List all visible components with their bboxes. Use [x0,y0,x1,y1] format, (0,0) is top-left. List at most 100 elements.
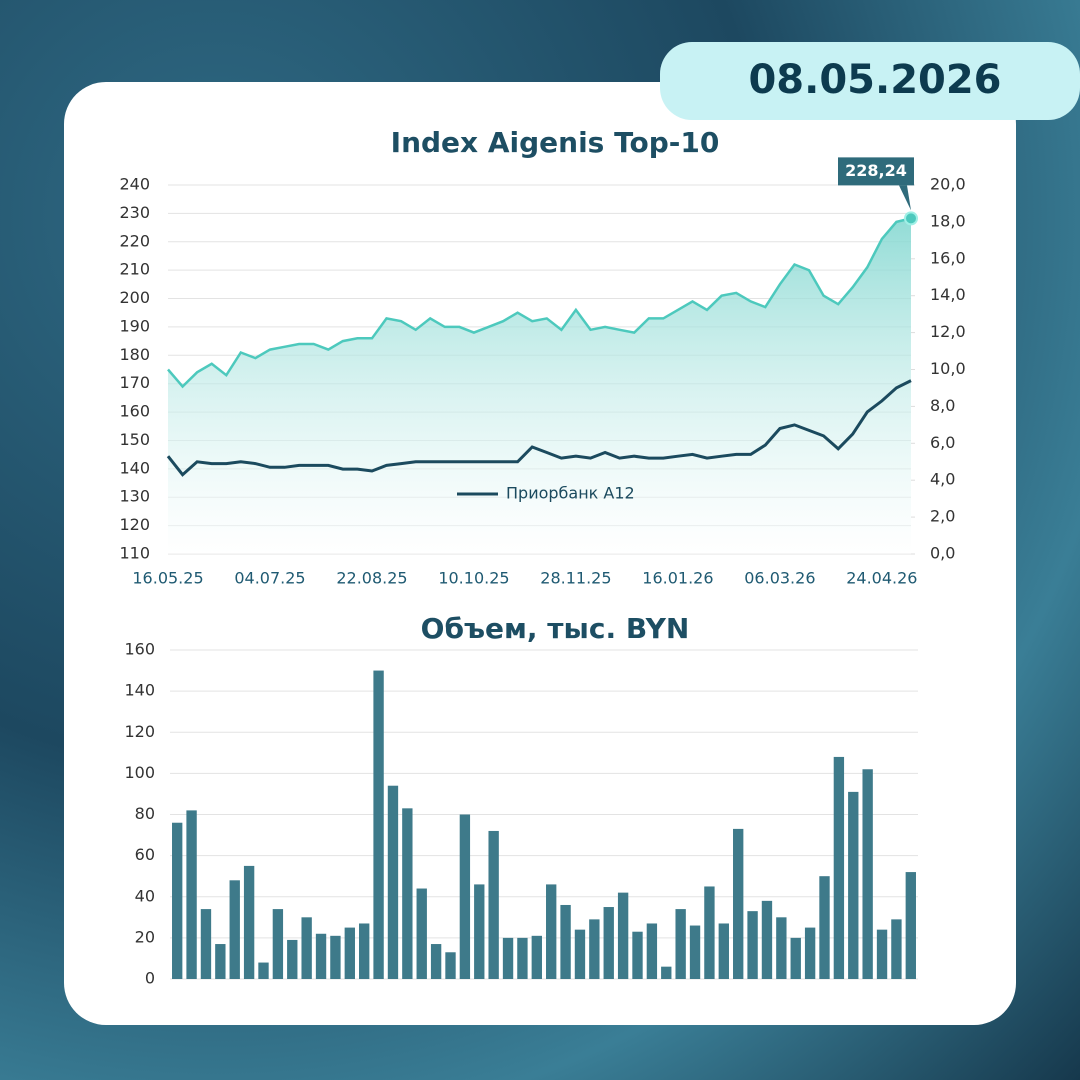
bar [718,923,729,979]
y-tick-label: 180 [119,345,150,364]
bar [502,937,514,979]
bar [761,900,773,979]
x-tick-label: 06.03.26 [744,569,815,588]
bar [517,937,528,979]
bar [833,756,845,979]
y2-tick-label: 4,0 [930,470,955,489]
bar [430,944,442,979]
y2-tick-label: 14,0 [930,285,966,304]
bar [689,925,701,979]
y-tick-label: 160 [119,402,150,421]
bar [862,769,873,979]
y-tick-label: 140 [119,458,150,477]
bar [272,909,284,979]
bar [315,933,327,979]
bar [603,907,614,979]
bar [574,929,586,979]
chart-title: Объем, тыс. BYN [421,612,690,645]
bar [344,927,355,979]
x-tick-label: 24.04.26 [846,569,917,588]
bar [876,929,888,979]
y-tick-label: 20 [135,927,155,946]
bar [215,944,226,979]
y2-tick-label: 10,0 [930,359,966,378]
bar [200,909,212,979]
date-pill [660,42,1080,120]
bar [790,937,801,979]
x-tick-label: 28.11.25 [540,569,611,588]
label-box [838,157,914,186]
bar [675,909,686,979]
y-tick-label: 160 [124,640,155,659]
y2-tick-label: 20,0 [930,175,966,194]
y-tick-label: 120 [124,722,155,741]
y-tick-label: 200 [119,288,150,307]
y-tick-label: 130 [119,487,150,506]
x-tick-label: 10.10.25 [438,569,509,588]
y2-tick-label: 6,0 [930,433,955,452]
bar [646,923,658,979]
y2-tick-label: 18,0 [930,211,966,230]
bar [258,962,269,979]
y-tick-label: 40 [135,886,155,905]
x-tick-label: 16.01.26 [642,569,713,588]
y-tick-label: 230 [119,203,150,222]
bar [243,865,255,979]
label-pointer [899,185,911,211]
bar [402,808,413,979]
bar [819,876,830,979]
bar [617,892,629,979]
y-tick-label: 170 [119,373,150,392]
bar [459,814,471,979]
bar [416,888,427,979]
bar [474,884,485,979]
bar [330,935,341,979]
chart-title: Index Aigenis Top-10 [391,126,720,159]
bar [546,884,557,979]
bar [804,927,816,979]
bar [373,670,384,979]
y-tick-label: 120 [119,515,150,534]
bar [359,923,370,979]
y-tick-label: 240 [119,175,150,194]
y-tick-label: 190 [119,316,150,335]
bar [560,904,571,979]
y2-tick-label: 16,0 [930,248,966,267]
y-tick-label: 0 [145,969,155,988]
bar [891,919,902,979]
bar [445,952,456,979]
bar [632,931,643,979]
x-tick-label: 16.05.25 [132,569,203,588]
bar [848,791,859,979]
bar [589,919,600,979]
bar [776,917,787,979]
bar [733,828,744,979]
y-tick-label: 140 [124,681,155,700]
bar [172,822,183,979]
bar [301,917,312,979]
bar [387,785,399,979]
bar [747,911,758,979]
y-tick-label: 150 [119,430,150,449]
bar [531,935,542,979]
line [166,379,912,477]
y-tick-label: 100 [124,763,155,782]
bar [661,966,672,979]
y2-tick-label: 8,0 [930,396,955,415]
bar [905,872,916,979]
y2-tick-label: 0,0 [930,544,955,563]
bar [704,886,715,979]
date: 08.05.2026 [748,57,1001,103]
y-tick-label: 60 [135,845,155,864]
bar [287,939,298,979]
line [167,217,912,389]
y-tick-label: 110 [119,544,150,563]
x-tick-label: 04.07.25 [234,569,305,588]
bar [488,830,499,979]
y-tick-label: 210 [119,260,150,279]
y-tick-label: 80 [135,804,155,823]
value-label: 228,24 [845,161,907,180]
y2-tick-label: 2,0 [930,507,955,526]
